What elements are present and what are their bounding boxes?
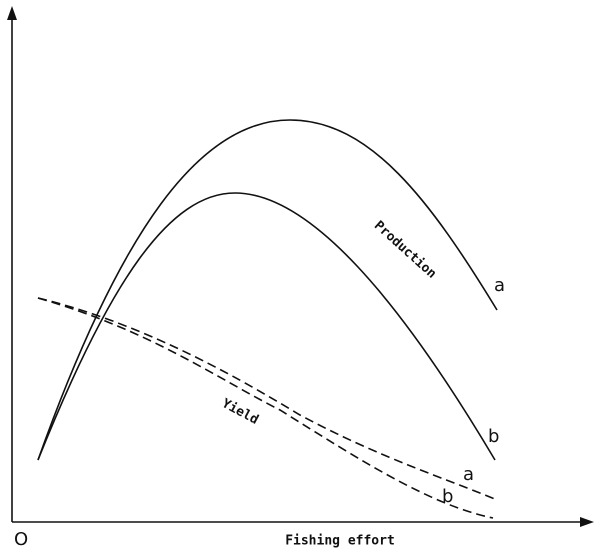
production-a-curve (37, 119, 498, 461)
yield-b-curve (37, 297, 494, 519)
production-b-label: b (488, 426, 499, 447)
yield-b-label: b (442, 486, 453, 507)
y-arrow (7, 6, 17, 20)
yield-label: Yield (219, 396, 261, 428)
production-label: Production (371, 218, 439, 282)
production-a-label: a (494, 275, 505, 296)
x-arrow (580, 517, 594, 527)
production-b-curve (37, 192, 496, 461)
x-axis-label: Fishing effort (285, 534, 395, 549)
yield-a-label: a (463, 464, 474, 485)
yield-a-curve (37, 297, 498, 501)
origin-label: O (14, 529, 28, 550)
